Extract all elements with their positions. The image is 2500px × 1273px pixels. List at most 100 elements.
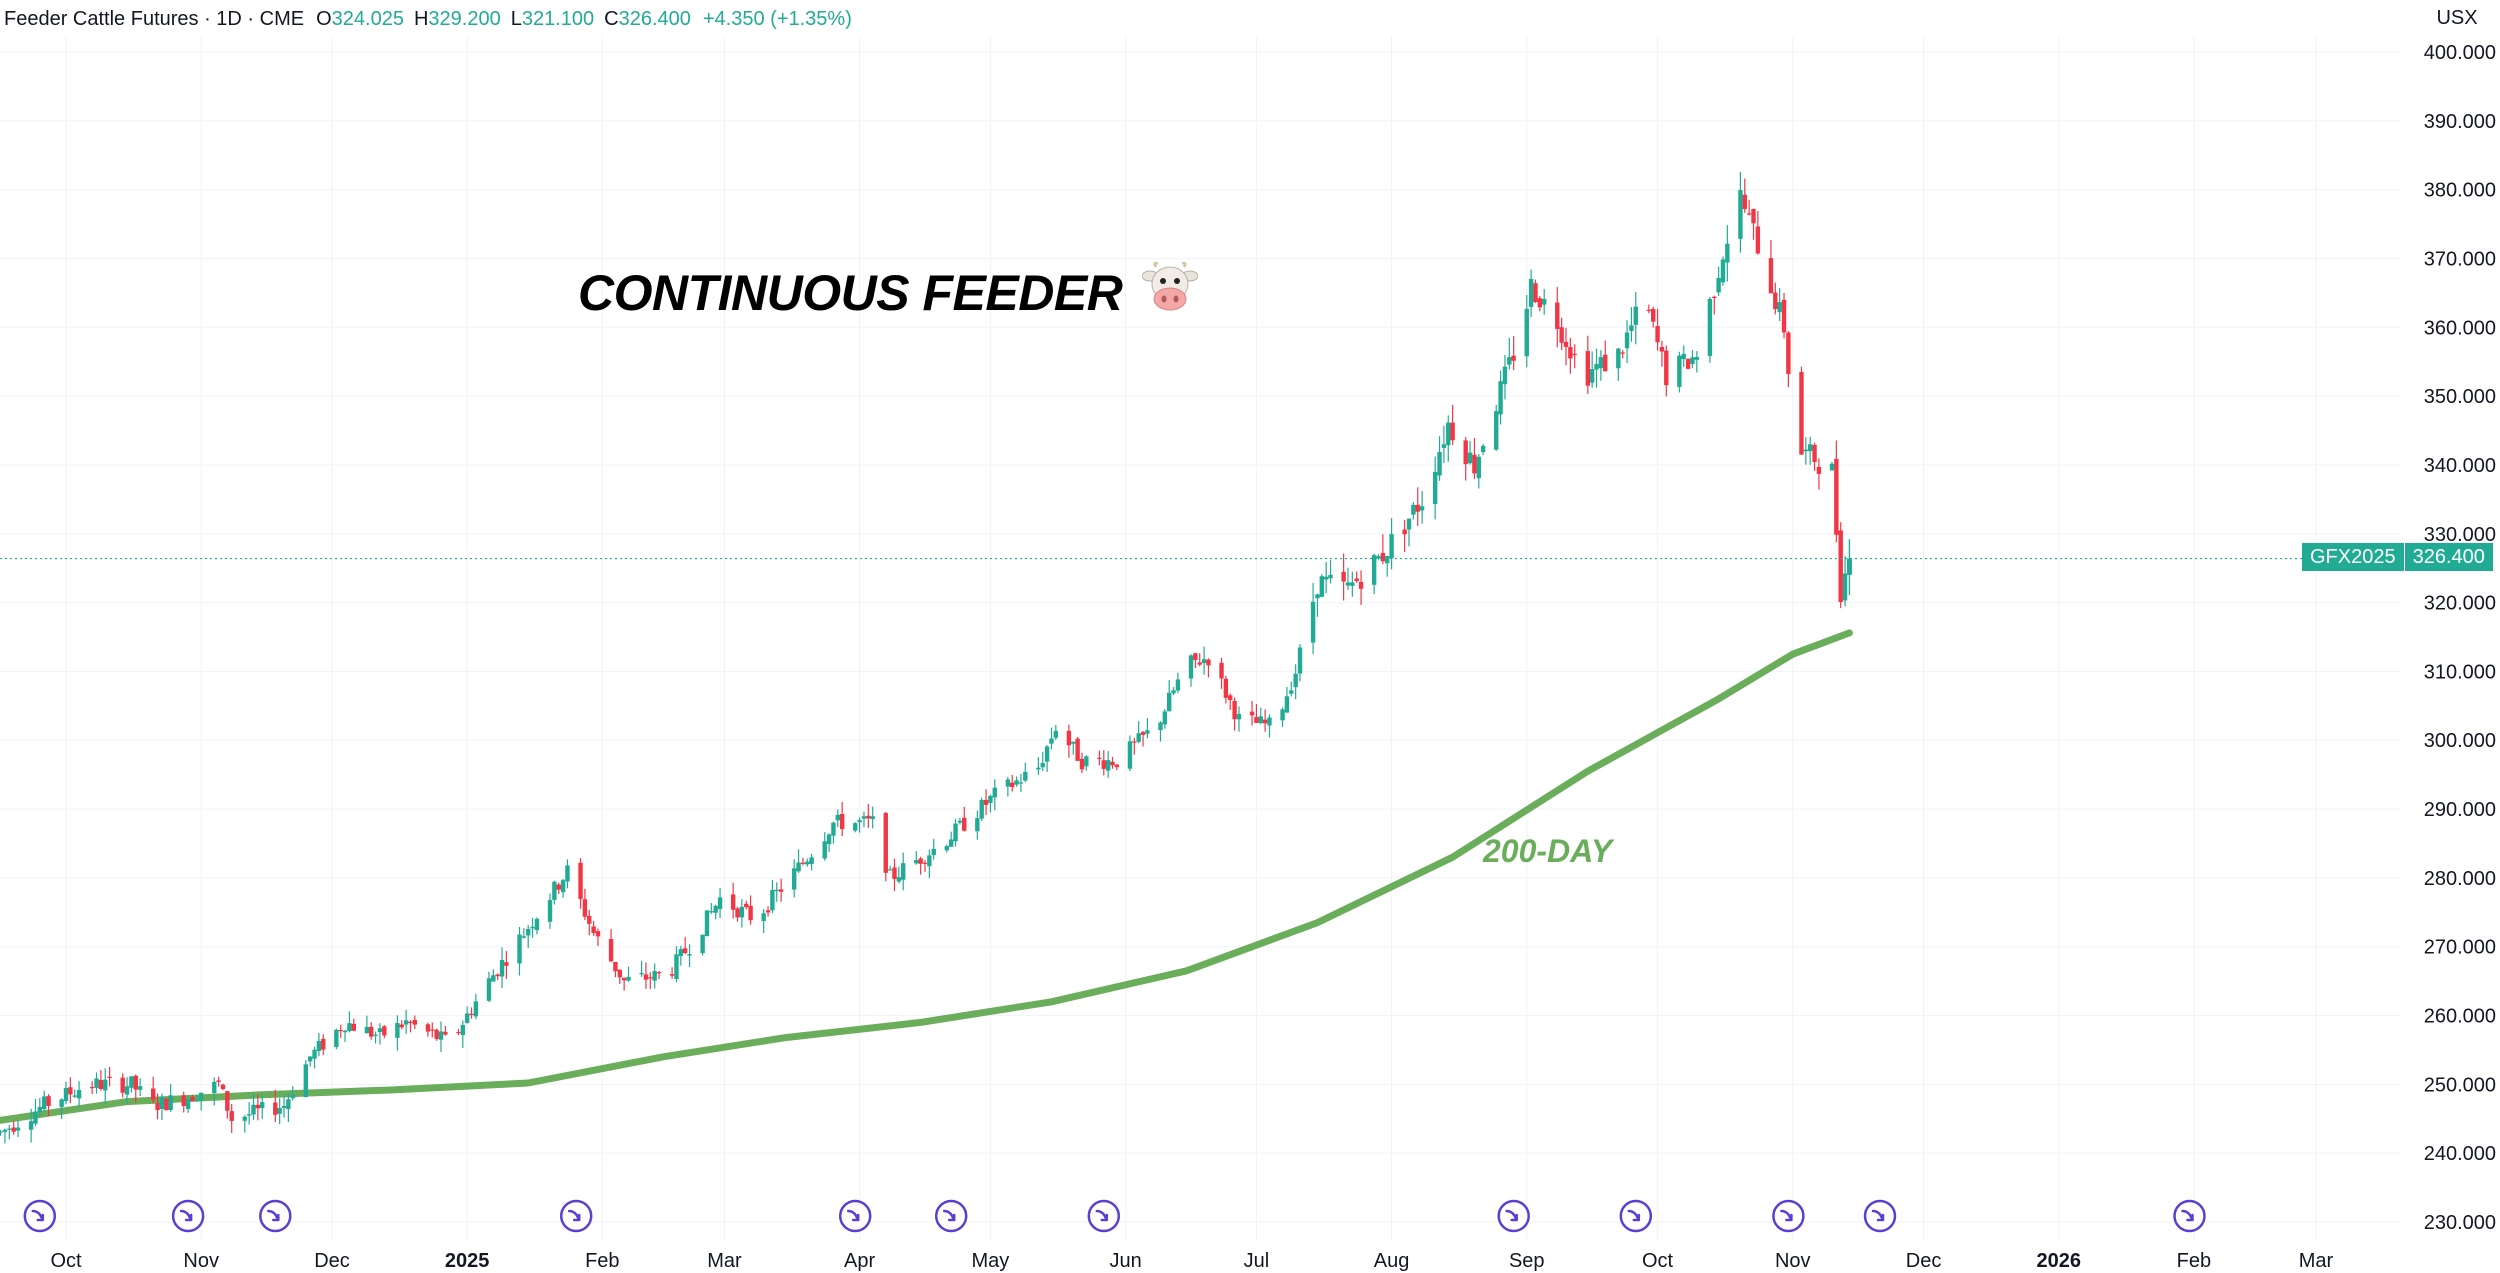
candle-body [1219, 662, 1224, 679]
candle-body [1472, 454, 1477, 474]
event-marker-icon[interactable] [1863, 1199, 1897, 1233]
event-marker-icon[interactable] [171, 1199, 205, 1233]
candle-body [133, 1075, 138, 1090]
candle-body [151, 1088, 156, 1100]
candle-body [155, 1102, 160, 1111]
candle-body [7, 1128, 12, 1130]
candle-body [190, 1097, 195, 1102]
x-tick-label: Jun [1109, 1250, 1141, 1272]
event-marker-icon[interactable] [2173, 1199, 2206, 1233]
change-value: +4.350 (+1.35%) [702, 7, 852, 30]
candle-body [613, 961, 618, 972]
event-marker-icon[interactable] [23, 1199, 57, 1233]
candle-body [89, 1087, 95, 1089]
time-axis[interactable]: Oct Nov Dec 2025 Feb Mar Apr May Jun Jul Aug Sep Oct… [50, 1250, 2333, 1272]
event-marker-icon[interactable] [1619, 1199, 1653, 1233]
candle-body [713, 905, 718, 913]
candle-body [1720, 259, 1726, 283]
candle-body [744, 903, 749, 908]
candle-body [434, 1029, 439, 1039]
x-tick-label: 2026 [2036, 1250, 2081, 1272]
event-marker-arrow [1627, 1209, 1641, 1222]
candle-body [395, 1023, 400, 1038]
low-label: L [510, 7, 522, 30]
candle-body [914, 860, 919, 864]
event-marker-icon[interactable] [838, 1199, 872, 1233]
candle-body [809, 857, 814, 864]
candle-body [791, 868, 797, 890]
low-value: 321.100 [521, 7, 595, 30]
candle-body [1310, 601, 1316, 643]
event-marker-icon[interactable] [1772, 1199, 1805, 1233]
candle-body [347, 1023, 352, 1032]
ma-label: 200-DAY [1483, 833, 1613, 869]
candle-body [1694, 356, 1700, 360]
candle-body [674, 954, 679, 979]
candle-body [1559, 327, 1564, 343]
candle-body [1345, 582, 1351, 586]
candle-body [1079, 758, 1085, 770]
candle-body [1297, 647, 1303, 674]
candle-body [72, 1095, 77, 1097]
candle-body [1105, 760, 1111, 771]
event-marker-arrow [179, 1209, 193, 1222]
candle-body [839, 813, 845, 830]
candle-body [835, 814, 841, 821]
candle-body [1036, 767, 1041, 770]
candle-body [1053, 730, 1059, 738]
event-marker-icon[interactable] [1497, 1199, 1530, 1233]
y-tick-label: 350.000 [2424, 386, 2496, 408]
candle-body [1258, 716, 1263, 724]
candle-body [33, 1111, 38, 1124]
y-tick-label: 280.000 [2424, 868, 2496, 890]
candle-body [1659, 347, 1665, 352]
candle-body [853, 823, 858, 831]
candle-body [1603, 354, 1608, 372]
event-marker-icon[interactable] [934, 1199, 968, 1233]
candle-body [1162, 711, 1168, 725]
candle-body [1114, 764, 1120, 768]
event-marker-arrow [846, 1209, 860, 1222]
x-tick-label: May [972, 1250, 1010, 1272]
candle-body [1232, 700, 1237, 720]
y-tick-label: 260.000 [2424, 1006, 2496, 1028]
event-marker-icon[interactable] [259, 1199, 292, 1233]
close-label: C [604, 7, 619, 30]
candle-body [1145, 730, 1150, 734]
candle-body [578, 862, 583, 899]
candle-body [1812, 445, 1817, 463]
candle-body [1781, 299, 1787, 333]
candle-body [312, 1049, 317, 1059]
candle-body [76, 1090, 82, 1099]
candle-body [1738, 190, 1743, 239]
candle-body [1629, 325, 1634, 331]
candle-body [1476, 456, 1481, 479]
candle-body [1411, 504, 1416, 515]
price-axis[interactable]: 400.000 390.000 380.000 370.000 360.000 350.0… [2424, 42, 2496, 1234]
candle-body [1598, 357, 1604, 369]
candle-body [870, 816, 875, 820]
candle-body [281, 1105, 287, 1109]
candle-body [159, 1096, 165, 1110]
candle-body [198, 1092, 204, 1101]
event-marker-icon[interactable] [1087, 1199, 1121, 1233]
currency-button[interactable]: USX [2428, 0, 2486, 36]
candle-body [652, 971, 657, 981]
candle-body [1664, 350, 1669, 386]
candle-body [983, 799, 989, 805]
candle-body [277, 1108, 282, 1114]
chart-title: CONTINUOUS FEEDER [578, 261, 1199, 322]
candle-body [1415, 504, 1420, 512]
candle-body [41, 1096, 47, 1110]
event-marker-icon[interactable] [559, 1199, 593, 1233]
candle-body [1236, 713, 1242, 720]
candle-body [1685, 358, 1691, 369]
candle-body [1097, 757, 1102, 759]
candle-body [412, 1019, 418, 1025]
x-tick-label: Oct [1642, 1250, 1674, 1272]
candle-body [68, 1087, 73, 1095]
symbol-title[interactable]: Feeder Cattle Futures · 1D · CME [4, 7, 305, 30]
candle-body [992, 787, 997, 798]
candle-body [892, 867, 897, 879]
